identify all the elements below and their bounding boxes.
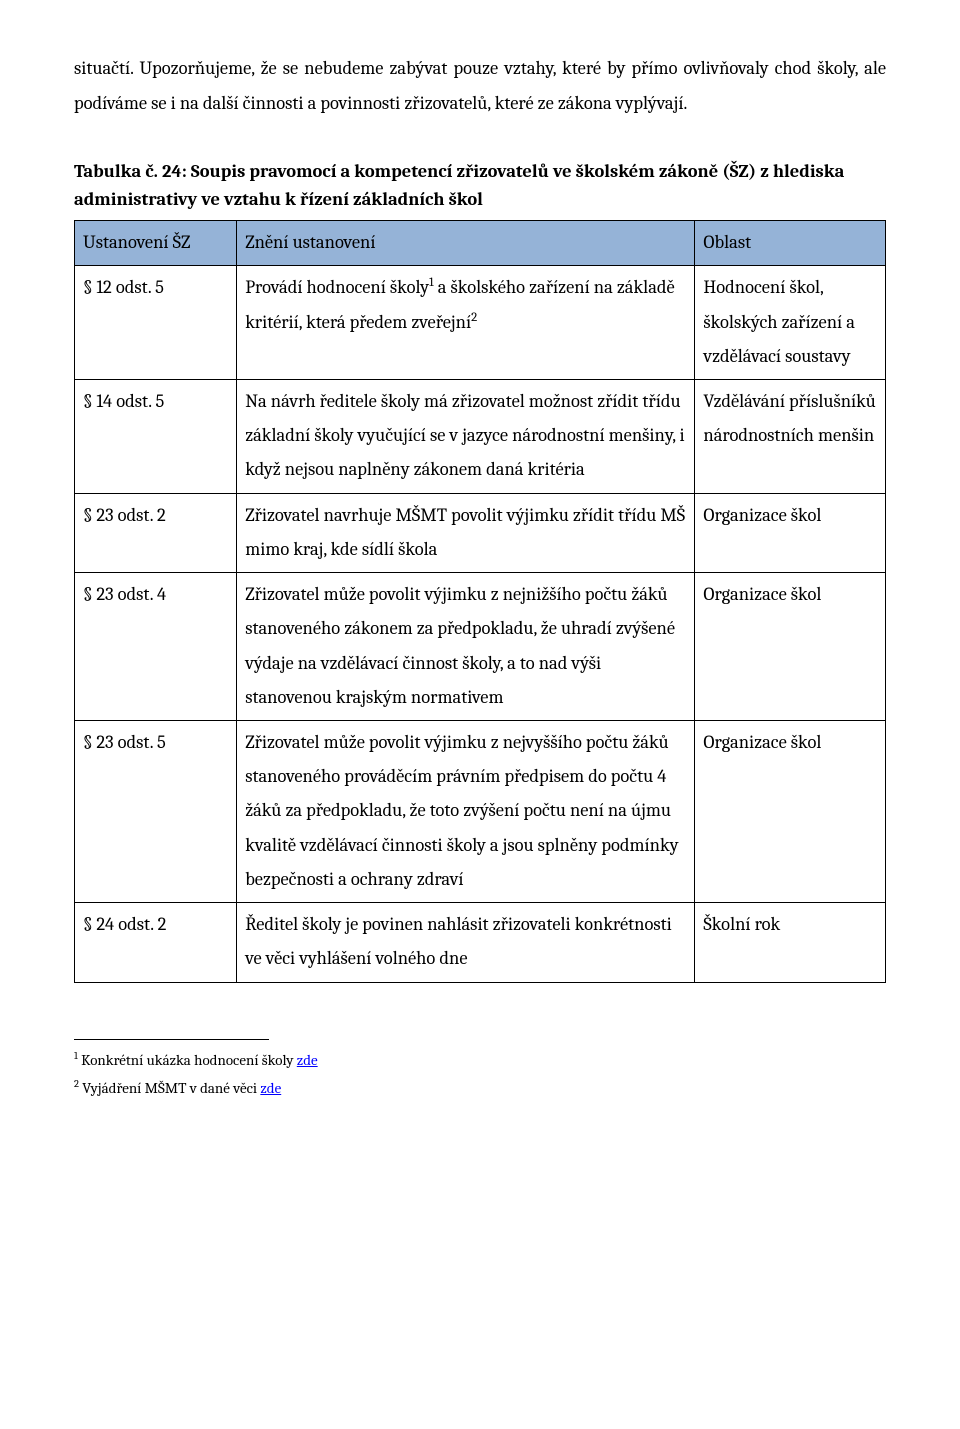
footnotes: 1 Konkrétní ukázka hodnocení školy zde 2…: [74, 1046, 886, 1103]
footnote-1: 1 Konkrétní ukázka hodnocení školy zde: [74, 1046, 886, 1075]
cell-zneni: Zřizovatel může povolit výjimku z nejniž…: [237, 573, 695, 721]
cell-ustanoveni: § 14 odst. 5: [75, 380, 237, 494]
cell-oblast: Organizace škol: [695, 720, 886, 902]
footnote-text: Vyjádření MŠMT v dané věci: [79, 1079, 260, 1097]
cell-oblast: Školní rok: [695, 903, 886, 982]
header-ustanoveni: Ustanovení ŠZ: [75, 221, 237, 266]
header-zneni: Znění ustanovení: [237, 221, 695, 266]
footnote-ref-2: 2: [471, 309, 477, 324]
cell-ustanoveni: § 24 odst. 2: [75, 903, 237, 982]
competencies-table: Ustanovení ŠZ Znění ustanovení Oblast § …: [74, 220, 886, 982]
cell-zneni: Zřizovatel navrhuje MŠMT povolit výjimku…: [237, 493, 695, 572]
cell-oblast: Hodnocení škol, školských zařízení a vzd…: [695, 266, 886, 380]
table-row: § 23 odst. 2 Zřizovatel navrhuje MŠMT po…: [75, 493, 886, 572]
cell-oblast: Organizace škol: [695, 573, 886, 721]
footnote-separator: [74, 1039, 269, 1040]
intro-paragraph: situačtí. Upozorňujeme, že se nebudeme z…: [74, 51, 886, 121]
table-row: § 24 odst. 2 Ředitel školy je povinen na…: [75, 903, 886, 982]
footnote-link[interactable]: zde: [260, 1079, 281, 1097]
text: Provádí hodnocení školy: [245, 276, 429, 298]
footnote-link[interactable]: zde: [297, 1051, 318, 1069]
cell-zneni: Ředitel školy je povinen nahlásit zřizov…: [237, 903, 695, 982]
cell-zneni: Provádí hodnocení školy1 a školského zař…: [237, 266, 695, 380]
table-row: § 12 odst. 5 Provádí hodnocení školy1 a …: [75, 266, 886, 380]
footnote-text: Konkrétní ukázka hodnocení školy: [78, 1051, 297, 1069]
cell-zneni: Zřizovatel může povolit výjimku z nejvyš…: [237, 720, 695, 902]
cell-zneni: Na návrh ředitele školy má zřizovatel mo…: [237, 380, 695, 494]
table-header-row: Ustanovení ŠZ Znění ustanovení Oblast: [75, 221, 886, 266]
cell-ustanoveni: § 23 odst. 5: [75, 720, 237, 902]
table-caption: Tabulka č. 24: Soupis pravomocí a kompet…: [74, 157, 886, 214]
table-row: § 14 odst. 5 Na návrh ředitele školy má …: [75, 380, 886, 494]
cell-oblast: Vzdělávání příslušníků národnostních men…: [695, 380, 886, 494]
footnote-2: 2 Vyjádření MŠMT v dané věci zde: [74, 1074, 886, 1103]
table-row: § 23 odst. 4 Zřizovatel může povolit výj…: [75, 573, 886, 721]
cell-oblast: Organizace škol: [695, 493, 886, 572]
cell-ustanoveni: § 12 odst. 5: [75, 266, 237, 380]
cell-ustanoveni: § 23 odst. 4: [75, 573, 237, 721]
header-oblast: Oblast: [695, 221, 886, 266]
table-row: § 23 odst. 5 Zřizovatel může povolit výj…: [75, 720, 886, 902]
cell-ustanoveni: § 23 odst. 2: [75, 493, 237, 572]
